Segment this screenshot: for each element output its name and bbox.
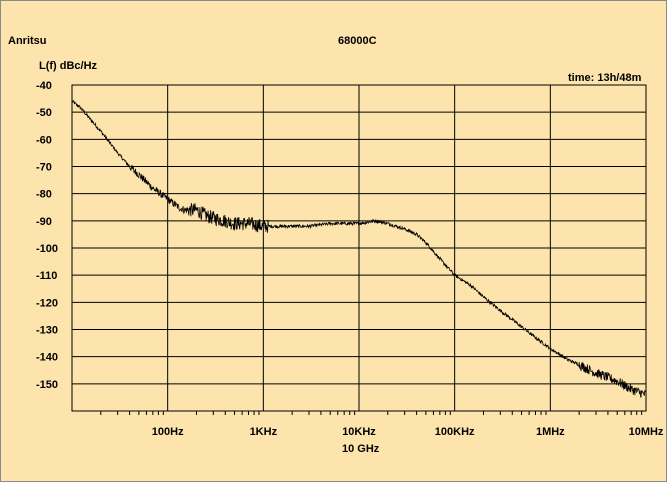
x-axis-label: 10 GHz <box>342 443 380 455</box>
y-axis-label: L(f) dBc/Hz <box>39 60 98 72</box>
y-tick-label: -80 <box>36 189 52 201</box>
grid <box>71 84 647 415</box>
y-tick-label: -120 <box>36 297 58 309</box>
y-tick-label: -60 <box>36 134 52 146</box>
y-tick-label: -90 <box>36 216 52 228</box>
brand-label: Anritsu <box>8 35 47 47</box>
y-tick-label: -150 <box>36 379 58 391</box>
y-tick-label: -140 <box>36 352 58 364</box>
x-tick-labels: 100Hz 1KHz 10KHz 100KHz 1MHz 10MHz <box>152 426 664 438</box>
phase-noise-trace <box>71 99 647 398</box>
x-tick-label: 10MHz <box>629 426 664 438</box>
y-tick-label: -70 <box>36 162 52 174</box>
chart-title: 68000C <box>338 35 377 47</box>
x-tick-label: 100KHz <box>435 426 475 438</box>
y-tick-label: -130 <box>36 325 58 337</box>
x-tick-label: 10KHz <box>342 426 376 438</box>
y-tick-label: -50 <box>36 107 52 119</box>
x-tick-label: 1KHz <box>250 426 278 438</box>
y-tick-labels: -40 -50 -60 -70 -80 -90 -100 -110 -120 -130 -140 -1… <box>36 80 58 391</box>
y-tick-label: -40 <box>36 80 52 92</box>
y-tick-label: -100 <box>36 243 58 255</box>
trace-layer <box>71 99 647 398</box>
x-tick-label: 1MHz <box>536 426 565 438</box>
time-label: time: 13h/48m <box>568 72 642 84</box>
y-tick-label: -110 <box>36 270 57 282</box>
x-tick-label: 100Hz <box>152 426 184 438</box>
